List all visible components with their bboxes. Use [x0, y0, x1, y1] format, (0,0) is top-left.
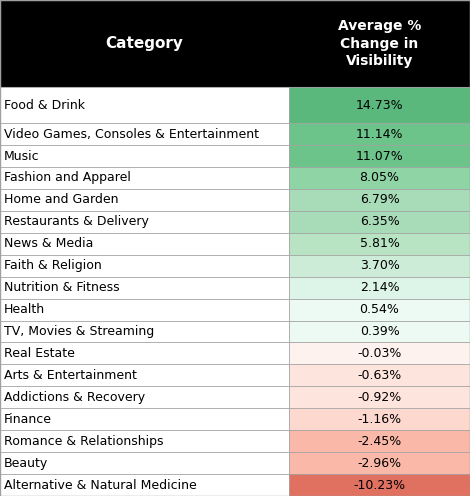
Text: 11.07%: 11.07% [356, 149, 403, 163]
Bar [289, 299, 470, 320]
Bar [0, 211, 289, 233]
Bar [289, 386, 470, 408]
Bar [0, 408, 289, 430]
Bar [289, 320, 470, 342]
Bar [0, 452, 289, 474]
Bar [289, 233, 470, 255]
Text: -0.63%: -0.63% [357, 369, 402, 382]
Text: -2.96%: -2.96% [358, 457, 401, 470]
Text: 11.14%: 11.14% [356, 127, 403, 140]
Bar [0, 342, 289, 365]
Text: TV, Movies & Streaming: TV, Movies & Streaming [4, 325, 154, 338]
Text: Average %
Change in
Visibility: Average % Change in Visibility [338, 19, 421, 68]
Bar [289, 365, 470, 386]
Bar [289, 167, 470, 189]
Text: 0.39%: 0.39% [360, 325, 400, 338]
Text: -0.92%: -0.92% [357, 391, 402, 404]
Bar [289, 430, 470, 452]
Bar [0, 386, 289, 408]
Bar [0, 299, 289, 320]
Text: Alternative & Natural Medicine: Alternative & Natural Medicine [4, 479, 196, 492]
Text: 3.70%: 3.70% [360, 259, 400, 272]
Text: -1.16%: -1.16% [358, 413, 401, 426]
Text: Arts & Entertainment: Arts & Entertainment [4, 369, 137, 382]
Text: 0.54%: 0.54% [360, 303, 400, 316]
Bar [289, 474, 470, 496]
Text: Video Games, Consoles & Entertainment: Video Games, Consoles & Entertainment [4, 127, 259, 140]
Bar [0, 145, 289, 167]
Text: Health: Health [4, 303, 45, 316]
Text: Food & Drink: Food & Drink [4, 99, 85, 112]
Bar [0, 233, 289, 255]
Bar [0, 189, 289, 211]
Text: Nutrition & Fitness: Nutrition & Fitness [4, 281, 119, 294]
Text: Real Estate: Real Estate [4, 347, 75, 360]
Bar [289, 189, 470, 211]
Text: 2.14%: 2.14% [360, 281, 400, 294]
Bar [0, 167, 289, 189]
Text: -10.23%: -10.23% [353, 479, 406, 492]
Text: Romance & Relationships: Romance & Relationships [4, 434, 163, 448]
Text: Beauty: Beauty [4, 457, 48, 470]
Text: News & Media: News & Media [4, 237, 93, 250]
Text: Home and Garden: Home and Garden [4, 193, 118, 206]
Text: 8.05%: 8.05% [360, 172, 400, 185]
Text: Finance: Finance [4, 413, 52, 426]
Bar [289, 211, 470, 233]
Bar [0, 365, 289, 386]
Text: Music: Music [4, 149, 39, 163]
Text: 14.73%: 14.73% [356, 99, 403, 112]
Bar [0, 123, 289, 145]
Text: Category: Category [106, 36, 183, 51]
Bar [0, 255, 289, 277]
Text: Addictions & Recovery: Addictions & Recovery [4, 391, 145, 404]
Text: 6.35%: 6.35% [360, 215, 400, 228]
Bar [289, 87, 470, 123]
Bar [289, 277, 470, 299]
Bar [289, 123, 470, 145]
Text: Faith & Religion: Faith & Religion [4, 259, 102, 272]
Text: 5.81%: 5.81% [360, 237, 400, 250]
Bar [289, 255, 470, 277]
Text: 6.79%: 6.79% [360, 193, 400, 206]
Text: Fashion and Apparel: Fashion and Apparel [4, 172, 131, 185]
Bar [0, 277, 289, 299]
Bar [289, 408, 470, 430]
Bar [0, 474, 289, 496]
Text: -0.03%: -0.03% [357, 347, 402, 360]
Bar [0, 87, 289, 123]
Bar [289, 145, 470, 167]
Text: Restaurants & Delivery: Restaurants & Delivery [4, 215, 149, 228]
Bar [0, 430, 289, 452]
Bar [289, 452, 470, 474]
Text: -2.45%: -2.45% [357, 434, 402, 448]
Bar [0, 0, 470, 87]
Bar [0, 320, 289, 342]
Bar [289, 342, 470, 365]
